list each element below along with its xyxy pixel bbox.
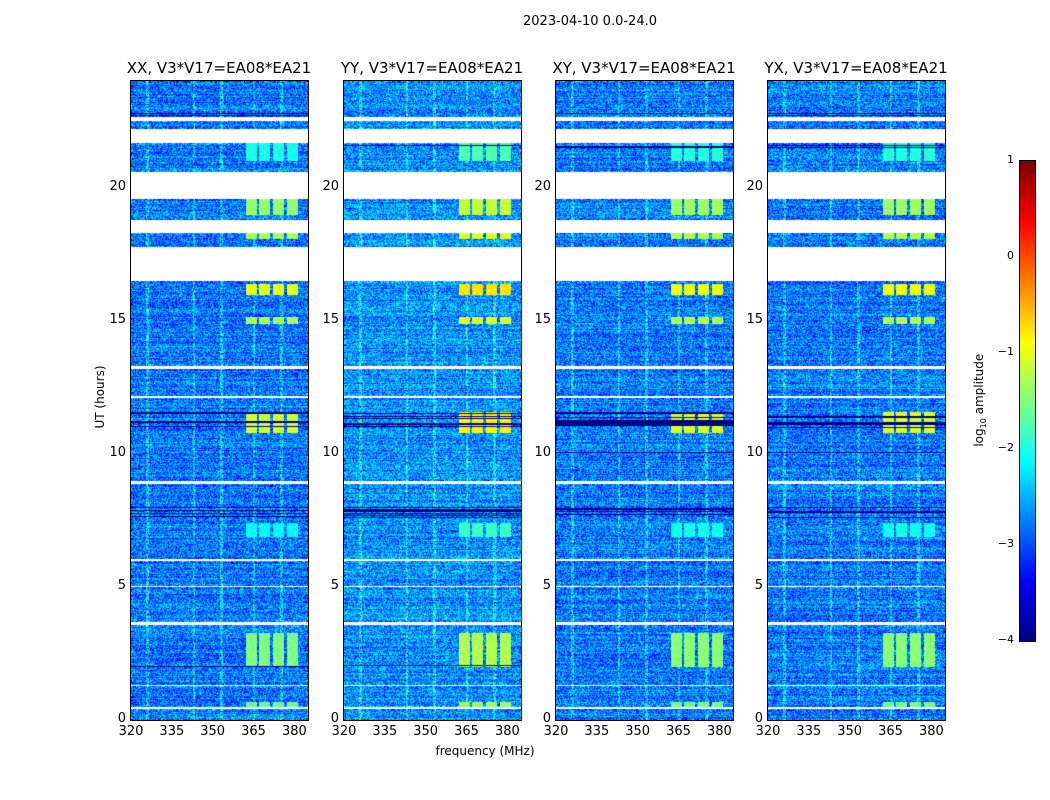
x-tick-label: 335 (584, 724, 610, 739)
y-tick-label: 10 (746, 444, 763, 460)
heatmap-canvas-3 (768, 81, 945, 720)
y-tick-label: 0 (754, 711, 763, 726)
y-tick-label: 10 (534, 444, 551, 460)
heatmap-panel-1 (343, 80, 522, 721)
x-tick-label: 380 (494, 724, 520, 739)
y-tick-label: 15 (746, 311, 763, 327)
y-tick-label: 5 (542, 577, 551, 593)
colorbar-tick-label: 1 (1007, 153, 1014, 166)
y-tick-label: 15 (322, 311, 339, 327)
figure-title: 2023-04-10 0.0-24.0 (523, 14, 657, 29)
y-tick-label: 10 (322, 444, 339, 460)
heatmap-canvas-0 (131, 81, 308, 720)
x-tick-label: 335 (159, 724, 185, 739)
x-tick-label: 365 (666, 724, 691, 739)
x-tick-label: 365 (878, 724, 903, 739)
x-tick-label: 380 (918, 724, 944, 739)
x-tick-label: 365 (241, 724, 266, 739)
x-tick-label: 335 (372, 724, 398, 739)
x-tick-label: 350 (625, 724, 651, 739)
heatmap-panel-0 (130, 80, 309, 721)
y-tick-label: 20 (109, 178, 126, 194)
x-tick-label: 320 (755, 724, 781, 739)
x-tick-label: 335 (796, 724, 822, 739)
panel-title-0: XX, V3*V17=EA08*EA21 (126, 59, 312, 77)
panel-title-3: YX, V3*V17=EA08*EA21 (764, 59, 948, 77)
y-tick-label: 0 (117, 711, 126, 726)
panel-title-1: YY, V3*V17=EA08*EA21 (340, 59, 524, 77)
heatmap-canvas-2 (556, 81, 733, 720)
x-tick-label: 320 (331, 724, 357, 739)
y-tick-label: 5 (117, 577, 126, 593)
x-tick-label: 350 (200, 724, 226, 739)
panel-title-2: XY, V3*V17=EA08*EA21 (552, 59, 736, 77)
colorbar-tick-label: −4 (997, 633, 1014, 646)
y-tick-label: 5 (330, 577, 339, 593)
x-tick-label: 365 (454, 724, 479, 739)
y-tick-label: 15 (109, 311, 126, 327)
x-tick-label: 320 (543, 724, 569, 739)
y-tick-label: 0 (330, 711, 339, 726)
heatmap-panel-2 (555, 80, 734, 721)
x-axis-label: frequency (MHz) (435, 744, 535, 758)
y-tick-label: 10 (109, 444, 126, 460)
y-tick-label: 5 (754, 577, 763, 593)
heatmap-canvas-1 (344, 81, 521, 720)
y-tick-label: 20 (746, 178, 763, 194)
colorbar-label: log10 amplitude (971, 353, 989, 447)
y-tick-label: 20 (534, 178, 551, 194)
colorbar-tick-label: −2 (997, 441, 1014, 454)
y-tick-label: 20 (322, 178, 339, 194)
x-tick-label: 380 (281, 724, 307, 739)
heatmap-panel-3 (767, 80, 946, 721)
colorbar-tick-label: −3 (997, 537, 1014, 550)
y-tick-label: 0 (542, 711, 551, 726)
colorbar-tick-label: −1 (997, 345, 1014, 358)
x-tick-label: 350 (413, 724, 439, 739)
y-tick-label: 15 (534, 311, 551, 327)
y-axis-label: UT (hours) (93, 365, 107, 429)
x-tick-label: 320 (118, 724, 144, 739)
colorbar (1019, 160, 1036, 642)
colorbar-tick-label: 0 (1007, 249, 1014, 262)
x-tick-label: 350 (837, 724, 863, 739)
x-tick-label: 380 (706, 724, 732, 739)
